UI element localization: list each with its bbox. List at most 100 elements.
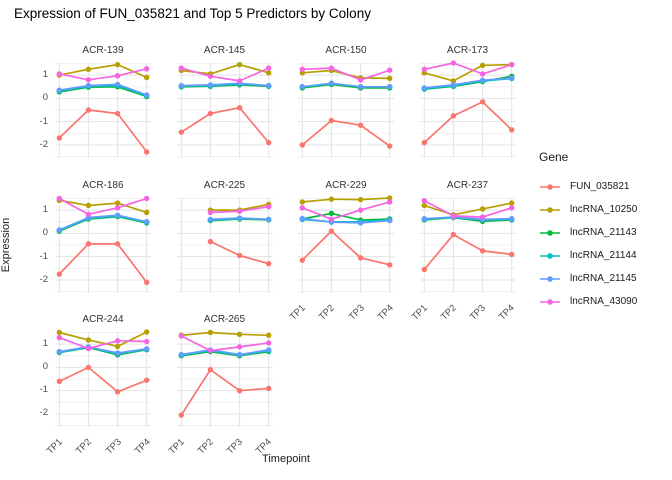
data-point-lncRNA_43090 bbox=[357, 77, 364, 83]
data-point-FUN_035821 bbox=[299, 142, 306, 148]
facet-title: ACR-244 bbox=[82, 313, 124, 325]
facet-title: ACR-145 bbox=[203, 45, 246, 56]
series-line-lncRNA_43090 bbox=[422, 199, 513, 218]
data-point-lncRNA_10250 bbox=[265, 70, 271, 76]
data-point-lncRNA_10250 bbox=[85, 336, 92, 343]
facet-panel bbox=[298, 195, 394, 293]
series-line-FUN_035821 bbox=[58, 243, 148, 284]
facet-panel bbox=[55, 195, 151, 293]
y-axis-tick-label: 1 bbox=[42, 337, 48, 349]
data-point-lncRNA_10250 bbox=[479, 62, 485, 69]
data-point-lncRNA_43090 bbox=[56, 334, 63, 340]
data-point-lncRNA_43090 bbox=[236, 208, 242, 214]
y-axis-tick-label: -1 bbox=[39, 384, 48, 396]
data-point-lncRNA_43090 bbox=[479, 214, 485, 220]
data-point-FUN_035821 bbox=[56, 378, 63, 384]
data-point-lncRNA_21145 bbox=[85, 82, 92, 89]
series-line-lncRNA_21145 bbox=[301, 217, 391, 224]
data-point-lncRNA_21145 bbox=[114, 212, 121, 218]
data-point-FUN_035821 bbox=[85, 364, 92, 370]
data-point-lncRNA_21145 bbox=[421, 85, 427, 91]
data-point-FUN_035821 bbox=[56, 271, 63, 277]
data-point-lncRNA_43090 bbox=[357, 207, 364, 213]
series-line-lncRNA_21145 bbox=[301, 82, 391, 88]
data-point-lncRNA_43090 bbox=[114, 337, 121, 344]
data-point-FUN_035821 bbox=[479, 99, 485, 105]
legend-label: lncRNA_10250 bbox=[570, 204, 638, 215]
data-point-FUN_035821 bbox=[85, 107, 92, 113]
data-point-lncRNA_43090 bbox=[85, 345, 92, 351]
data-point-lncRNA_43090 bbox=[265, 65, 271, 71]
y-axis-tick-label: 0 bbox=[42, 92, 48, 104]
facet-panel bbox=[176, 61, 273, 158]
series-line-FUN_035821 bbox=[179, 368, 270, 416]
data-point-FUN_035821 bbox=[114, 110, 121, 117]
series-line-lncRNA_43090 bbox=[58, 197, 148, 216]
data-point-lncRNA_21145 bbox=[479, 77, 485, 83]
x-axis-tick-label: TP3 bbox=[103, 436, 124, 457]
series-line-lncRNA_10250 bbox=[58, 63, 148, 79]
data-point-lncRNA_43090 bbox=[508, 61, 514, 68]
data-point-FUN_035821 bbox=[508, 127, 514, 133]
series-line-lncRNA_21145 bbox=[422, 216, 513, 221]
series-line-lncRNA_43090 bbox=[179, 334, 270, 351]
data-point-lncRNA_43090 bbox=[85, 211, 92, 217]
x-axis-tick-label: TP2 bbox=[317, 302, 338, 323]
x-axis-tick-label: TP3 bbox=[346, 302, 367, 323]
y-axis-tick-label: -2 bbox=[39, 273, 48, 285]
x-axis-tick-label: TP3 bbox=[467, 302, 488, 323]
y-axis-title: Expression bbox=[0, 217, 12, 273]
data-point-lncRNA_10250 bbox=[143, 74, 150, 81]
data-point-lncRNA_43090 bbox=[207, 209, 213, 216]
data-point-lncRNA_21145 bbox=[207, 216, 213, 223]
data-point-lncRNA_10250 bbox=[386, 195, 393, 201]
data-point-lncRNA_10250 bbox=[114, 200, 121, 206]
legend-entry: lncRNA_10250 bbox=[539, 198, 669, 221]
series-line-lncRNA_21143 bbox=[301, 83, 391, 89]
data-point-FUN_035821 bbox=[143, 149, 150, 155]
series-line-lncRNA_43090 bbox=[58, 67, 148, 81]
facet-panel bbox=[55, 61, 151, 158]
data-point-lncRNA_43090 bbox=[207, 73, 213, 79]
legend-entry: lncRNA_21144 bbox=[539, 244, 669, 267]
x-axis-title: Timepoint bbox=[262, 453, 310, 465]
data-point-FUN_035821 bbox=[236, 252, 242, 259]
x-axis-tick-label: TP4 bbox=[496, 302, 518, 323]
facet-panel bbox=[298, 62, 394, 158]
data-point-lncRNA_21145 bbox=[450, 82, 456, 88]
x-axis-tick-label: TP1 bbox=[45, 436, 66, 457]
data-point-lncRNA_21145 bbox=[56, 227, 63, 233]
data-point-lncRNA_43090 bbox=[299, 66, 306, 72]
data-point-FUN_035821 bbox=[143, 376, 150, 383]
data-point-FUN_035821 bbox=[328, 228, 335, 234]
data-point-lncRNA_43090 bbox=[386, 67, 393, 73]
y-axis-tick-label: -2 bbox=[39, 138, 48, 150]
data-point-lncRNA_43090 bbox=[143, 338, 150, 344]
facet-title: ACR-139 bbox=[82, 45, 124, 56]
legend-key-point bbox=[547, 229, 553, 236]
legend-key-point bbox=[547, 275, 553, 282]
data-point-FUN_035821 bbox=[114, 388, 121, 395]
data-point-FUN_035821 bbox=[479, 248, 485, 254]
series-line-lncRNA_21145 bbox=[422, 77, 513, 89]
data-point-lncRNA_21145 bbox=[386, 217, 393, 224]
series-line-lncRNA_21143 bbox=[58, 85, 148, 98]
data-point-lncRNA_21145 bbox=[178, 82, 184, 89]
data-point-lncRNA_21145 bbox=[508, 216, 514, 222]
y-axis-tick-label: -2 bbox=[39, 407, 48, 419]
legend-key-lncRNA_10250 bbox=[540, 206, 560, 213]
series-line-lncRNA_43090 bbox=[422, 62, 513, 75]
data-point-lncRNA_10250 bbox=[56, 329, 63, 335]
x-axis-tick-label: TP2 bbox=[195, 436, 216, 457]
legend-label: lncRNA_21143 bbox=[570, 227, 637, 238]
data-point-lncRNA_43090 bbox=[299, 205, 306, 211]
data-point-FUN_035821 bbox=[508, 251, 514, 258]
data-point-FUN_035821 bbox=[265, 385, 271, 391]
data-point-lncRNA_10250 bbox=[236, 331, 242, 337]
data-point-lncRNA_10250 bbox=[386, 75, 393, 82]
facet-title: ACR-265 bbox=[203, 313, 246, 325]
data-point-FUN_035821 bbox=[178, 411, 184, 418]
data-point-lncRNA_10250 bbox=[450, 78, 456, 84]
legend-key-lncRNA_21144 bbox=[540, 252, 560, 259]
